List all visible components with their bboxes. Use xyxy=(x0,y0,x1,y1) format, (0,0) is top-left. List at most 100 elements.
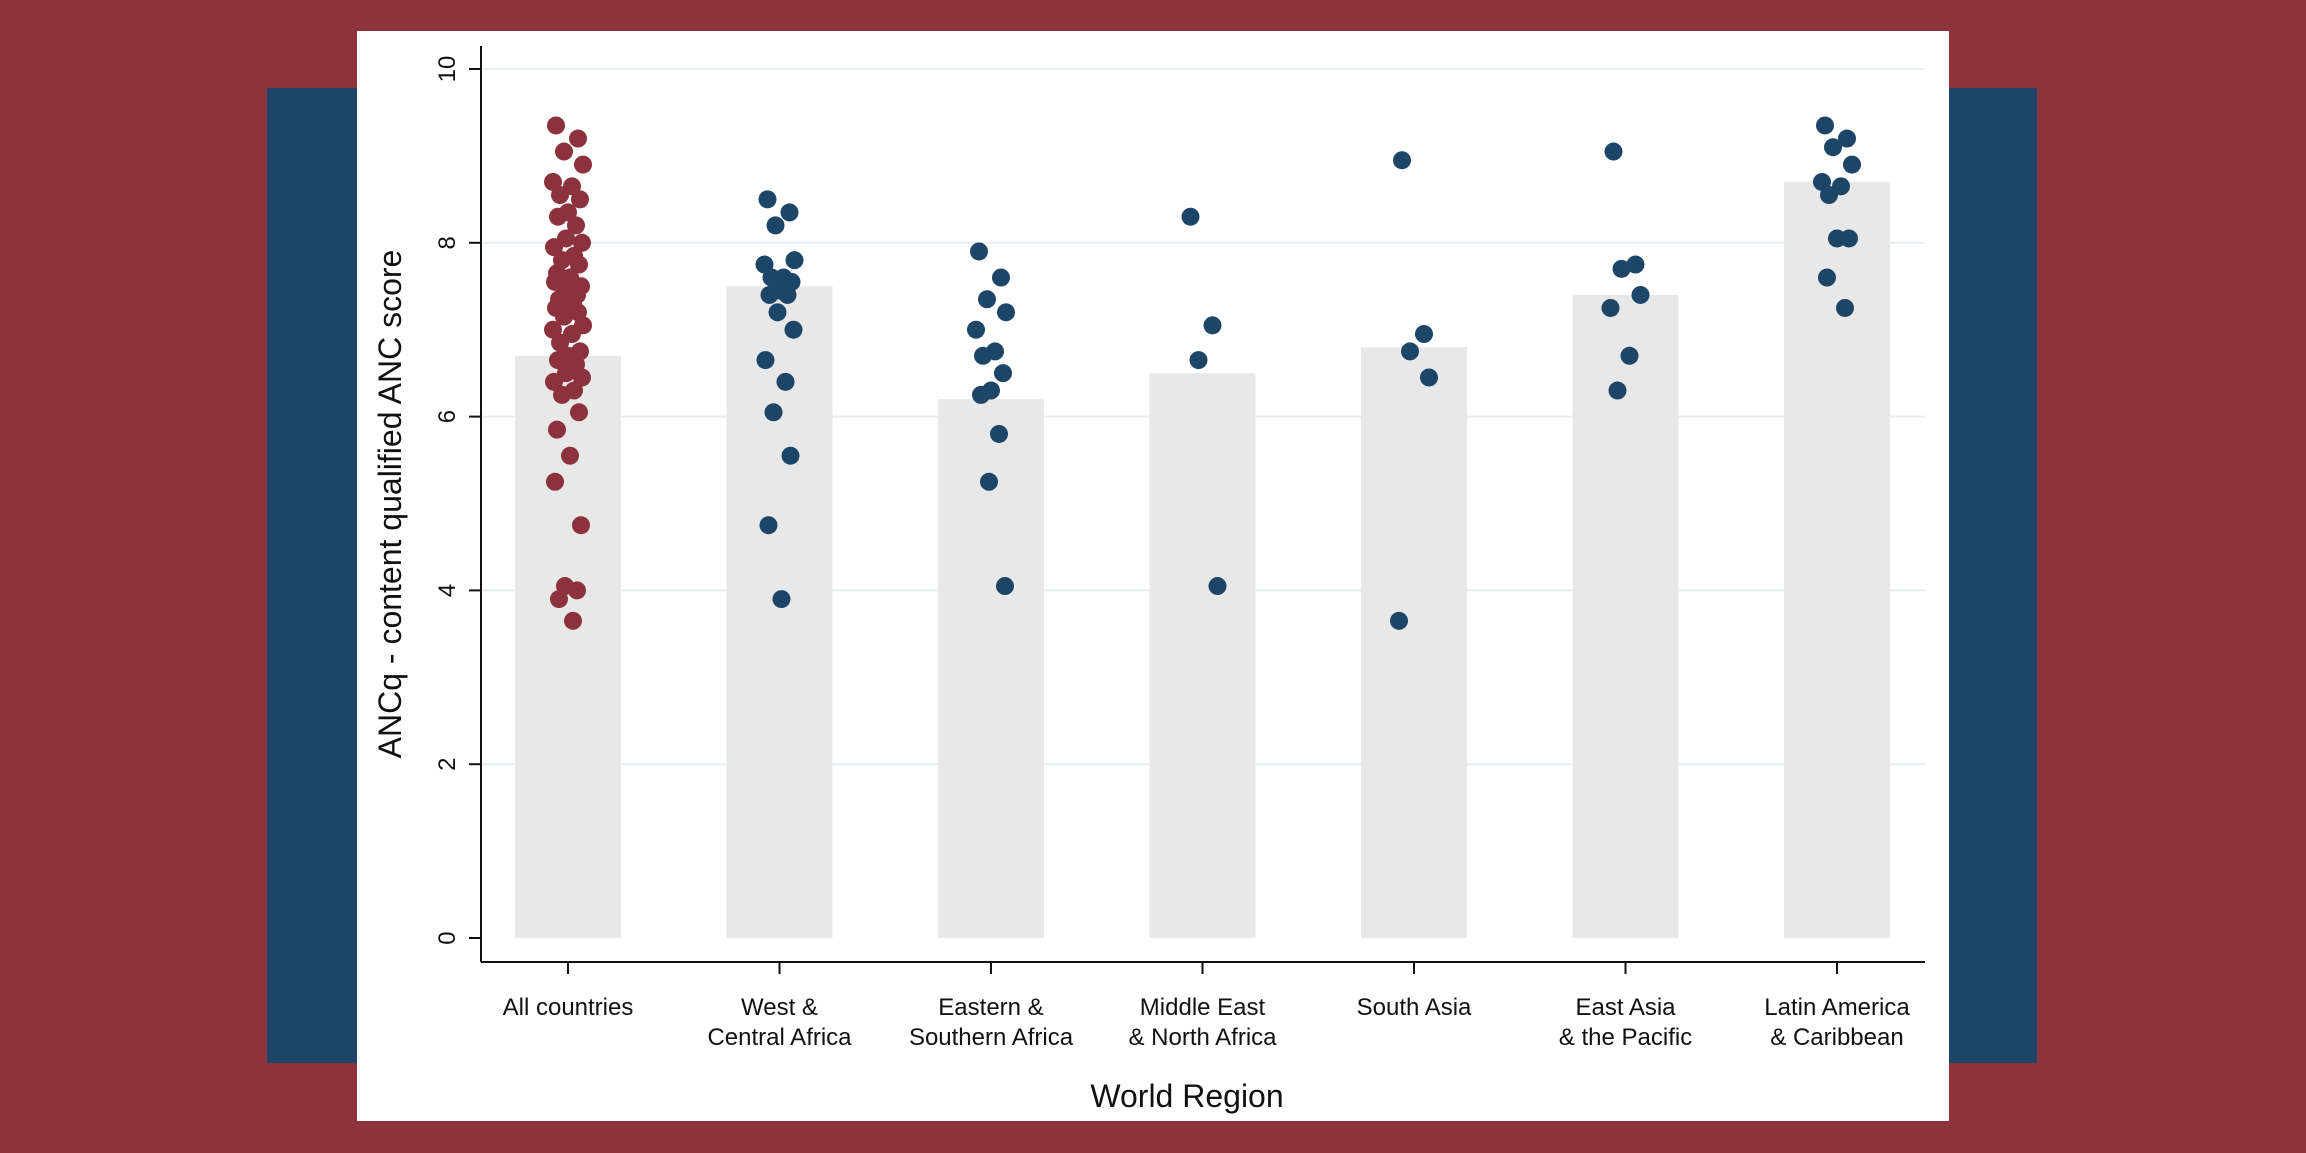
bar xyxy=(1149,373,1256,938)
data-point xyxy=(994,364,1012,383)
data-point xyxy=(551,333,569,352)
data-point xyxy=(545,238,563,257)
data-point xyxy=(573,233,591,252)
data-point xyxy=(568,581,586,600)
data-point xyxy=(784,320,803,339)
data-point xyxy=(561,446,579,465)
data-point xyxy=(1836,298,1854,317)
data-point xyxy=(555,307,573,326)
data-point xyxy=(549,351,567,370)
data-point xyxy=(564,611,582,630)
y-tick-label: 8 xyxy=(434,236,461,249)
data-point xyxy=(756,351,775,370)
points xyxy=(544,116,1861,630)
data-point xyxy=(972,385,990,404)
data-point xyxy=(1208,577,1227,596)
data-point xyxy=(1838,129,1856,148)
bar xyxy=(1361,347,1467,939)
data-point xyxy=(1816,116,1834,135)
bar xyxy=(726,286,833,938)
chart: 0 2 4 6 8 10 All countries West & Central Africa… xyxy=(372,46,1925,1114)
x-tick-label: & the Pacific xyxy=(1559,1024,1692,1051)
data-point xyxy=(762,268,781,287)
data-point xyxy=(553,385,571,404)
data-point xyxy=(1604,142,1623,161)
x-tick-label: All countries xyxy=(503,994,634,1021)
data-point xyxy=(567,216,585,235)
data-point xyxy=(776,372,795,391)
bar xyxy=(1784,181,1890,939)
data-point xyxy=(1828,229,1846,248)
data-point xyxy=(1843,155,1861,174)
bar xyxy=(1572,294,1679,938)
data-point xyxy=(780,203,799,222)
data-point xyxy=(785,251,804,270)
data-point xyxy=(548,420,566,439)
y-tick-label: 0 xyxy=(434,931,461,944)
data-point xyxy=(772,590,791,609)
data-point xyxy=(1420,368,1438,387)
y-tick-label: 2 xyxy=(434,758,461,771)
data-point xyxy=(766,216,785,235)
data-point xyxy=(1626,255,1645,274)
data-point xyxy=(759,516,778,535)
data-point xyxy=(545,372,563,391)
x-tick-label: Latin America xyxy=(1764,994,1910,1021)
data-point xyxy=(571,190,589,209)
data-point xyxy=(550,590,568,609)
data-point xyxy=(570,255,588,274)
data-point xyxy=(1181,207,1200,226)
data-point xyxy=(1401,342,1419,361)
data-point xyxy=(549,207,567,226)
data-point xyxy=(781,446,800,465)
data-point xyxy=(1612,259,1631,278)
data-point xyxy=(1608,381,1627,400)
x-tick-label: Central Africa xyxy=(707,1024,852,1051)
data-point xyxy=(570,403,588,422)
y-tick-label: 6 xyxy=(434,410,461,423)
data-point xyxy=(1824,138,1842,157)
data-point xyxy=(1631,285,1650,304)
data-point xyxy=(992,268,1010,287)
data-point xyxy=(967,320,985,339)
data-point xyxy=(760,285,779,304)
data-point xyxy=(1390,611,1408,630)
x-tick-label: & North Africa xyxy=(1128,1024,1277,1051)
data-point xyxy=(1393,151,1411,170)
data-point xyxy=(1818,268,1836,287)
data-point xyxy=(1203,316,1222,335)
chart-card: 0 2 4 6 8 10 All countries West & Central Africa… xyxy=(357,31,1949,1121)
bars xyxy=(515,181,1890,939)
data-point xyxy=(569,129,587,148)
data-point xyxy=(778,285,797,304)
x-tick-label: South Asia xyxy=(1357,994,1472,1021)
x-tick-label: West & xyxy=(741,994,818,1021)
x-tick-label: Southern Africa xyxy=(909,1024,1074,1051)
data-point xyxy=(970,242,988,261)
data-point xyxy=(574,155,592,174)
data-point xyxy=(546,472,564,491)
data-point xyxy=(551,186,569,205)
data-point xyxy=(980,472,998,491)
data-point xyxy=(997,303,1015,322)
data-point xyxy=(572,516,590,535)
data-point xyxy=(1620,346,1639,365)
x-tick-label: & Caribbean xyxy=(1770,1024,1903,1051)
y-tick-label: 10 xyxy=(434,56,461,83)
y-tick-label: 4 xyxy=(434,584,461,597)
x-axis-title: World Region xyxy=(1090,1078,1283,1114)
data-point xyxy=(758,190,777,209)
data-point xyxy=(768,303,787,322)
x-tick-label: East Asia xyxy=(1575,994,1676,1021)
x-tick-label: Eastern & xyxy=(938,994,1043,1021)
data-point xyxy=(1415,325,1433,344)
data-point xyxy=(978,290,996,309)
data-point xyxy=(547,116,565,135)
axes: 0 2 4 6 8 10 All countries West & Central Africa… xyxy=(434,46,1925,1051)
data-point xyxy=(1820,186,1838,205)
x-tick-label: Middle East xyxy=(1140,994,1266,1021)
data-point xyxy=(573,368,591,387)
data-point xyxy=(555,142,573,161)
y-axis-title: ANCq - content qualified ANC score xyxy=(372,250,408,759)
data-point xyxy=(974,346,992,365)
